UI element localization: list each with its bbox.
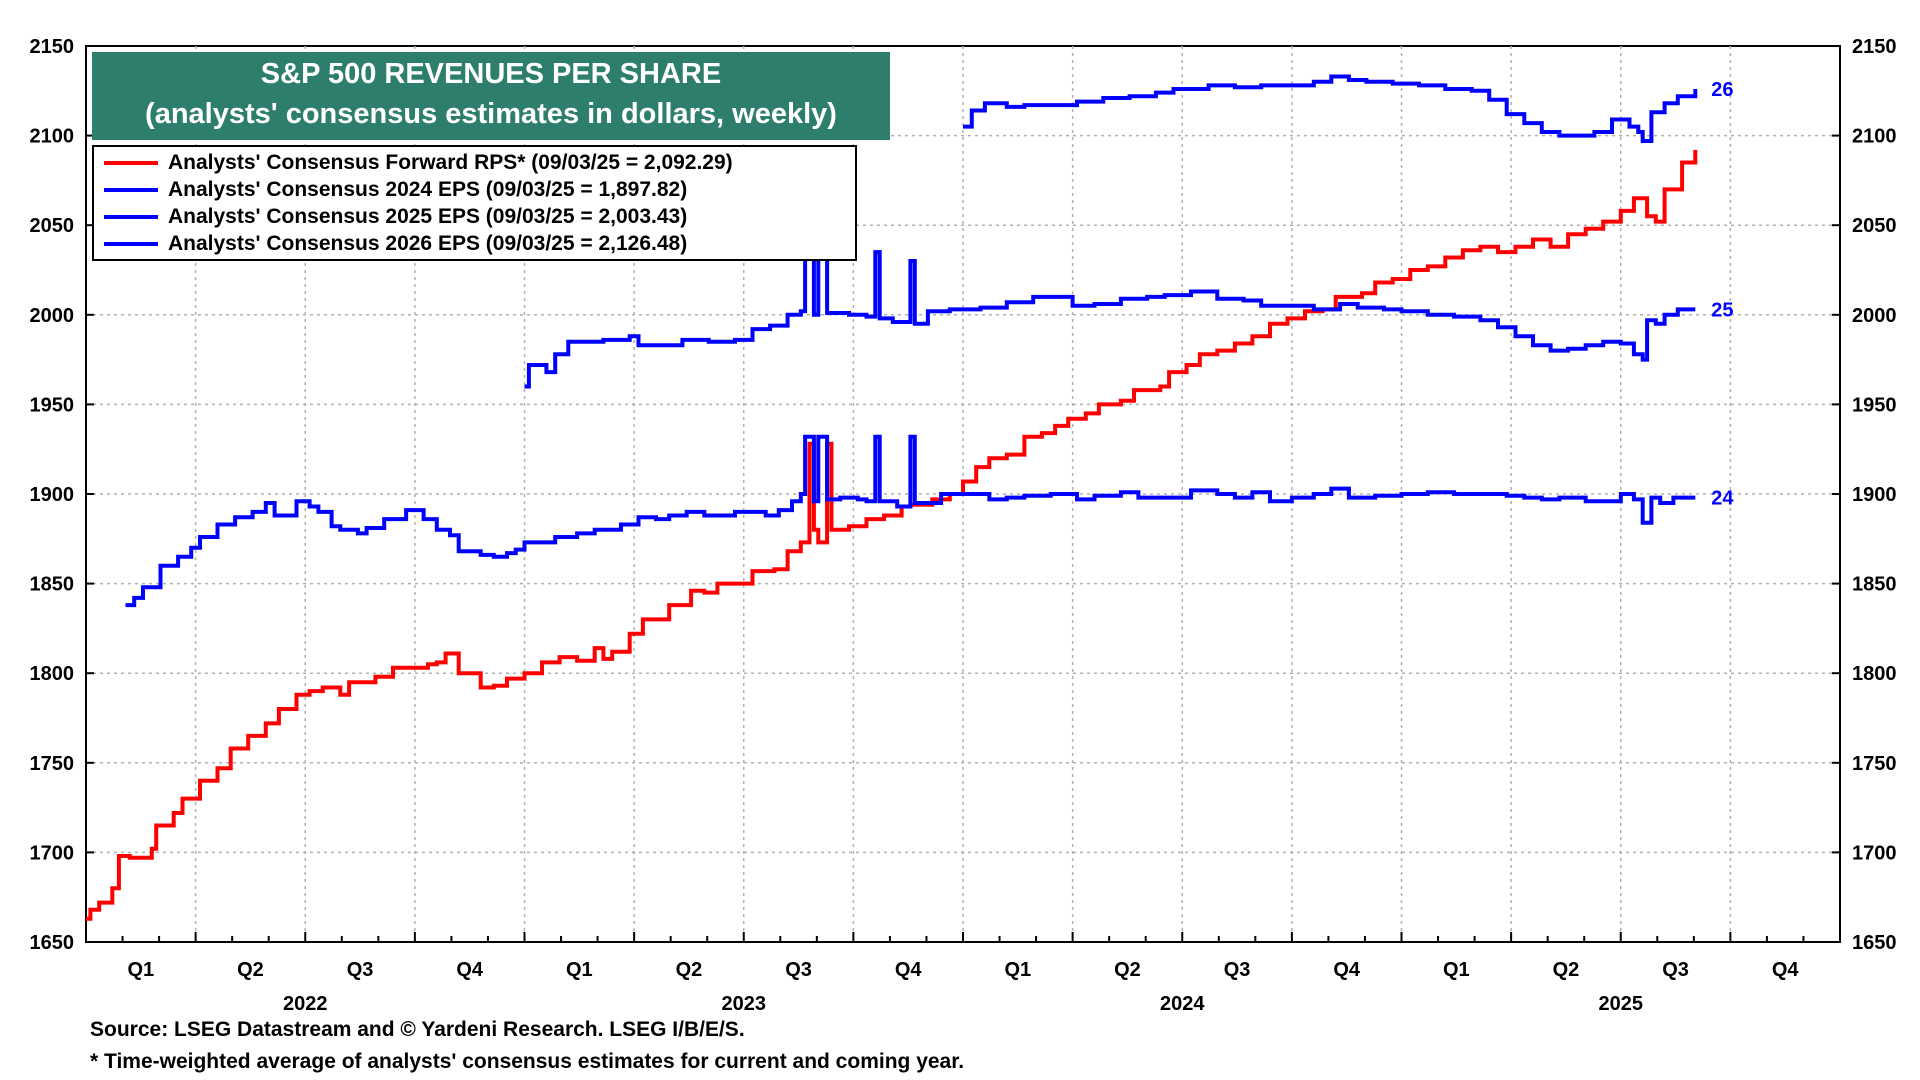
- series-end-label: 24: [1711, 488, 1734, 510]
- x-quarter-label: Q1: [1004, 959, 1031, 981]
- y-tick-label: 1900: [1852, 484, 1897, 506]
- legend-label: Analysts' Consensus 2026 EPS (09/03/25 =…: [168, 232, 688, 255]
- legend-label: Analysts' Consensus Forward RPS* (09/03/…: [168, 151, 733, 174]
- y-tick-label: 2050: [30, 215, 75, 237]
- x-quarter-label: Q2: [1114, 959, 1141, 981]
- series-line-2: [524, 250, 1696, 389]
- series-end-label: 25: [1711, 299, 1733, 321]
- y-tick-label: 2000: [1852, 305, 1897, 327]
- series-line-1: [125, 434, 1696, 608]
- legend-swatch: [104, 161, 158, 165]
- y-tick-label: 2000: [30, 305, 75, 327]
- x-quarter-label: Q4: [456, 959, 484, 981]
- legend-swatch: [104, 242, 158, 246]
- legend-label: Analysts' Consensus 2024 EPS (09/03/25 =…: [168, 178, 688, 201]
- y-tick-label: 1950: [30, 394, 75, 416]
- legend-swatch: [104, 215, 158, 219]
- x-quarter-label: Q1: [566, 959, 593, 981]
- x-quarter-label: Q3: [785, 959, 812, 981]
- x-quarter-label: Q3: [1662, 959, 1689, 981]
- x-quarter-label: Q3: [1224, 959, 1251, 981]
- y-tick-label: 1700: [1852, 842, 1897, 864]
- axis-ticks: [86, 45, 1840, 943]
- chart-title: S&P 500 REVENUES PER SHARE: [260, 58, 722, 90]
- y-tick-label: 1900: [30, 484, 75, 506]
- chart-subtitle: (analysts' consensus estimates in dollar…: [145, 98, 837, 130]
- y-tick-label: 2100: [1852, 126, 1897, 148]
- x-quarter-label: Q4: [1772, 959, 1800, 981]
- source-note: Source: LSEG Datastream and © Yardeni Re…: [90, 1018, 745, 1041]
- legend-item-forward-rps: Analysts' Consensus Forward RPS* (09/03/…: [104, 150, 733, 176]
- y-axis-right: 1650 1700 1750 1800 1850 1900 1950 2000 2050 2100…: [1852, 36, 1897, 954]
- y-tick-label: 1750: [30, 753, 75, 775]
- legend-item-2024-eps: Analysts' Consensus 2024 EPS (09/03/25 =…: [104, 177, 687, 203]
- y-tick-label: 1800: [30, 663, 75, 685]
- x-year-label: 2024: [1160, 993, 1205, 1015]
- x-axis: Q1 Q2 Q3 Q4 Q1 Q2 Q3 Q4 Q1 Q2 Q3 Q4 Q1 Q2 Q3 Q4 2022 2023…: [127, 959, 1799, 1015]
- x-quarter-label: Q4: [1333, 959, 1361, 981]
- y-tick-label: 1650: [1852, 932, 1897, 954]
- y-tick-label: 1850: [1852, 574, 1897, 596]
- footnote: * Time-weighted average of analysts' con…: [90, 1050, 965, 1073]
- legend-item-2025-eps: Analysts' Consensus 2025 EPS (09/03/25 =…: [104, 204, 687, 230]
- y-tick-label: 2150: [1852, 36, 1897, 58]
- end-labels: 24 25 26: [1711, 79, 1734, 510]
- y-tick-label: 2150: [30, 36, 75, 58]
- x-quarter-label: Q2: [237, 959, 264, 981]
- y-tick-label: 2100: [30, 126, 75, 148]
- series-lines: [86, 74, 1698, 921]
- y-tick-label: 1700: [30, 842, 75, 864]
- x-year-label: 2023: [722, 993, 767, 1015]
- legend: Analysts' Consensus Forward RPS* (09/03/…: [92, 145, 857, 261]
- y-tick-label: 1750: [1852, 753, 1897, 775]
- series-end-label: 26: [1711, 79, 1733, 101]
- x-quarter-label: Q3: [347, 959, 374, 981]
- x-quarter-label: Q1: [1443, 959, 1470, 981]
- series-line-0: [86, 149, 1698, 921]
- x-quarter-label: Q2: [676, 959, 703, 981]
- y-tick-label: 1650: [30, 932, 75, 954]
- series-line-3: [963, 74, 1698, 143]
- legend-label: Analysts' Consensus 2025 EPS (09/03/25 =…: [168, 205, 688, 228]
- chart-title-box: S&P 500 REVENUES PER SHARE (analysts' co…: [92, 52, 890, 140]
- x-quarter-label: Q2: [1553, 959, 1580, 981]
- x-quarter-label: Q4: [895, 959, 923, 981]
- x-quarter-label: Q1: [127, 959, 154, 981]
- y-tick-label: 1800: [1852, 663, 1897, 685]
- x-year-label: 2022: [283, 993, 328, 1015]
- y-axis-left: 1650 1700 1750 1800 1850 1900 1950 2000 2050 2100…: [30, 36, 75, 954]
- y-tick-label: 1950: [1852, 394, 1897, 416]
- legend-swatch: [104, 188, 158, 192]
- x-year-label: 2025: [1599, 993, 1644, 1015]
- y-tick-label: 1850: [30, 574, 75, 596]
- legend-item-2026-eps: Analysts' Consensus 2026 EPS (09/03/25 =…: [104, 231, 687, 257]
- y-tick-label: 2050: [1852, 215, 1897, 237]
